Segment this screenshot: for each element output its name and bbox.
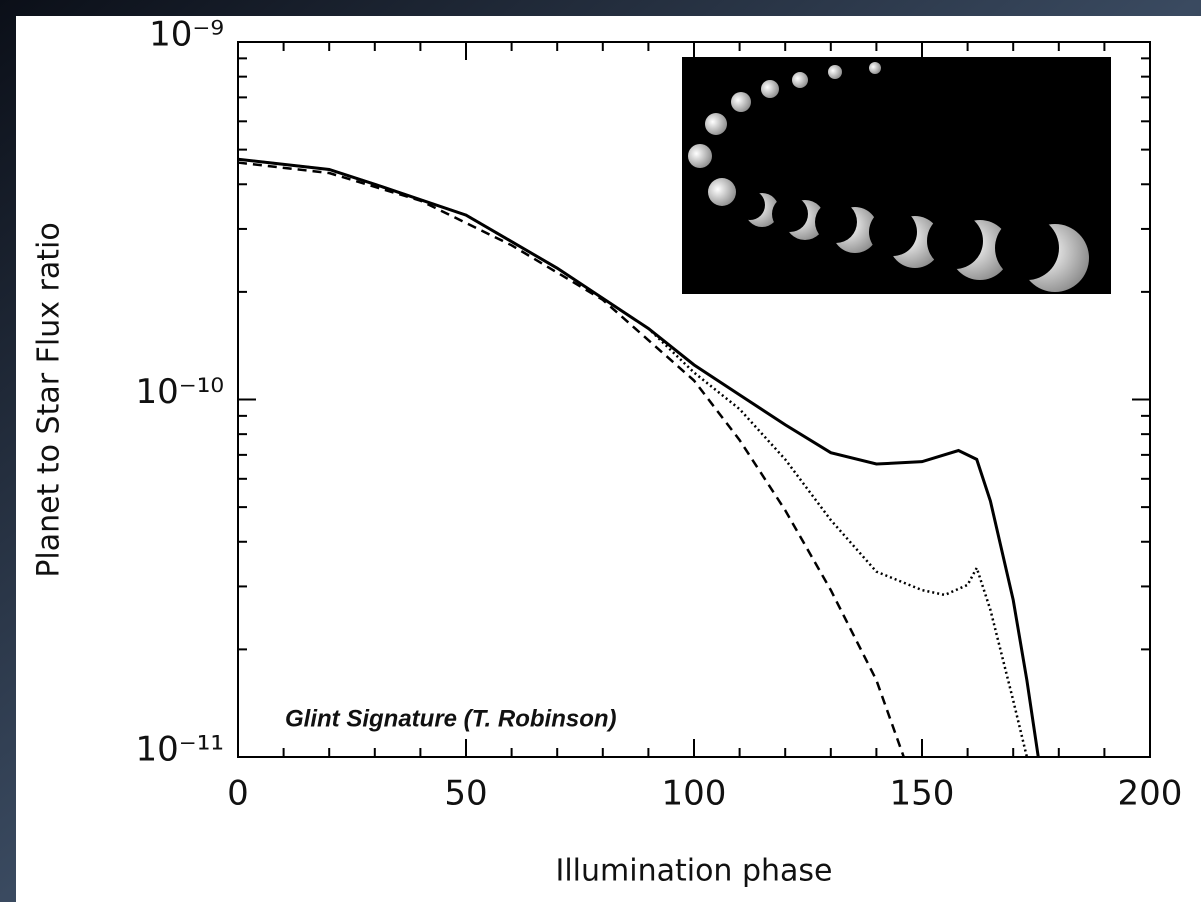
x-tick-label: 50 — [444, 774, 487, 814]
annotation: Glint Signature (T. Robinson) — [285, 705, 617, 732]
y-tick-label: 10⁻¹¹ — [136, 730, 224, 770]
y-tick-label: 10⁻⁹ — [149, 15, 224, 55]
x-tick-label: 150 — [890, 774, 955, 814]
x-tick-label: 200 — [1118, 774, 1183, 814]
x-tick-label: 0 — [227, 774, 249, 814]
data-line — [237, 157, 1040, 758]
inset-image — [682, 57, 1111, 294]
x-tick-label: 100 — [662, 774, 727, 814]
y-tick-label: 10⁻¹⁰ — [136, 372, 224, 412]
y-axis-label: Planet to Star Flux ratio — [32, 222, 67, 577]
x-axis-label: Illumination phase — [555, 854, 832, 889]
data-line — [237, 161, 905, 758]
